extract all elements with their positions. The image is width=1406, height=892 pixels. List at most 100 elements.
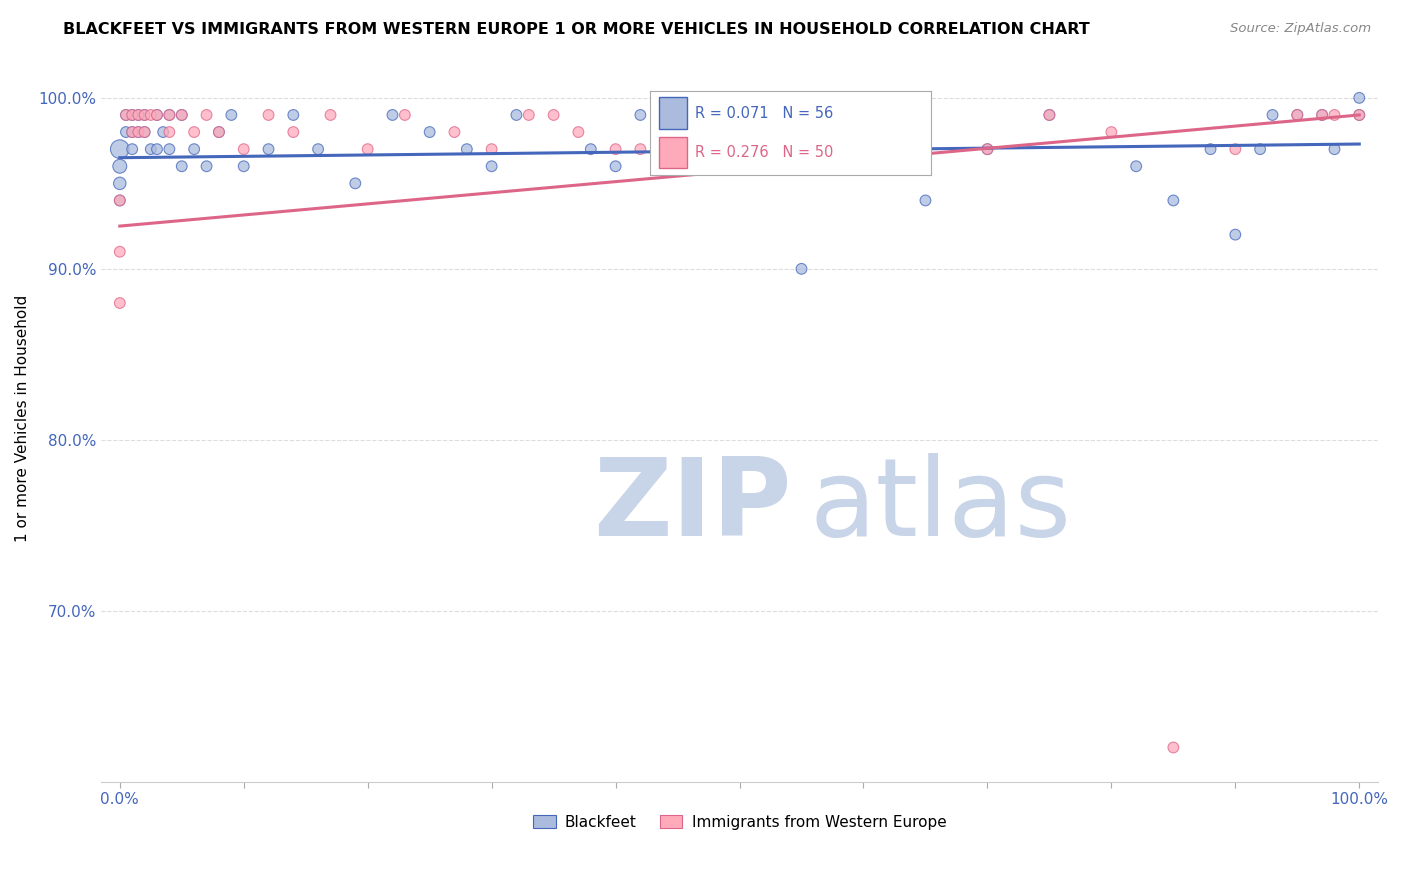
Point bbox=[877, 159, 900, 173]
Point bbox=[257, 142, 280, 156]
Point bbox=[115, 125, 138, 139]
Point bbox=[1225, 227, 1247, 242]
Point bbox=[108, 296, 131, 310]
Point bbox=[121, 108, 143, 122]
Point bbox=[852, 159, 875, 173]
Point bbox=[127, 108, 149, 122]
Point bbox=[357, 142, 380, 156]
Point bbox=[1348, 108, 1371, 122]
Point bbox=[1038, 108, 1060, 122]
Point bbox=[666, 142, 689, 156]
Text: Source: ZipAtlas.com: Source: ZipAtlas.com bbox=[1230, 22, 1371, 36]
Point bbox=[152, 125, 174, 139]
Point bbox=[852, 125, 875, 139]
Point bbox=[108, 194, 131, 208]
Point bbox=[394, 108, 416, 122]
Point bbox=[257, 108, 280, 122]
Point bbox=[121, 108, 143, 122]
Point bbox=[456, 142, 478, 156]
Point bbox=[208, 125, 231, 139]
Point bbox=[139, 142, 162, 156]
Point bbox=[121, 125, 143, 139]
Point bbox=[134, 125, 156, 139]
Point bbox=[108, 177, 131, 191]
Point bbox=[914, 194, 936, 208]
Point bbox=[381, 108, 404, 122]
Point bbox=[146, 108, 169, 122]
Point bbox=[1099, 125, 1122, 139]
Point bbox=[567, 125, 589, 139]
Point bbox=[1199, 142, 1222, 156]
Point bbox=[976, 142, 998, 156]
Point bbox=[344, 177, 367, 191]
Point bbox=[1249, 142, 1271, 156]
Point bbox=[115, 108, 138, 122]
Point bbox=[443, 125, 465, 139]
Point bbox=[605, 159, 627, 173]
Point bbox=[170, 108, 193, 122]
Point bbox=[692, 159, 714, 173]
Point bbox=[183, 142, 205, 156]
Point bbox=[157, 108, 180, 122]
Point bbox=[605, 142, 627, 156]
Point bbox=[579, 142, 602, 156]
Legend: Blackfeet, Immigrants from Western Europe: Blackfeet, Immigrants from Western Europ… bbox=[527, 808, 952, 836]
Point bbox=[127, 125, 149, 139]
Point bbox=[1163, 194, 1185, 208]
Point bbox=[1286, 108, 1309, 122]
Point bbox=[517, 108, 540, 122]
Point bbox=[790, 261, 813, 276]
Point bbox=[1348, 91, 1371, 105]
Point bbox=[628, 108, 651, 122]
Point bbox=[157, 125, 180, 139]
Point bbox=[146, 108, 169, 122]
Point bbox=[157, 108, 180, 122]
Point bbox=[108, 159, 131, 173]
Point bbox=[1163, 740, 1185, 755]
Point bbox=[183, 125, 205, 139]
Point bbox=[1323, 108, 1346, 122]
Point bbox=[703, 159, 725, 173]
Point bbox=[134, 108, 156, 122]
Point bbox=[790, 142, 813, 156]
Point bbox=[1348, 108, 1371, 122]
Point bbox=[307, 142, 329, 156]
Point bbox=[232, 159, 254, 173]
Point bbox=[170, 108, 193, 122]
Point bbox=[1310, 108, 1333, 122]
Point bbox=[221, 108, 243, 122]
Point bbox=[146, 142, 169, 156]
Point bbox=[1286, 108, 1309, 122]
Point bbox=[115, 108, 138, 122]
Point bbox=[283, 125, 305, 139]
Point bbox=[976, 142, 998, 156]
Point bbox=[1310, 108, 1333, 122]
Point bbox=[208, 125, 231, 139]
Point bbox=[108, 194, 131, 208]
Text: ZIP: ZIP bbox=[593, 452, 792, 558]
Point bbox=[121, 125, 143, 139]
Point bbox=[543, 108, 565, 122]
Point bbox=[134, 125, 156, 139]
Point bbox=[914, 108, 936, 122]
Point bbox=[1261, 108, 1284, 122]
Point bbox=[232, 142, 254, 156]
Point bbox=[139, 108, 162, 122]
Y-axis label: 1 or more Vehicles in Household: 1 or more Vehicles in Household bbox=[15, 294, 30, 542]
Point bbox=[127, 108, 149, 122]
Point bbox=[170, 159, 193, 173]
Point bbox=[1038, 108, 1060, 122]
Point bbox=[108, 142, 131, 156]
Text: BLACKFEET VS IMMIGRANTS FROM WESTERN EUROPE 1 OR MORE VEHICLES IN HOUSEHOLD CORR: BLACKFEET VS IMMIGRANTS FROM WESTERN EUR… bbox=[63, 22, 1090, 37]
Point bbox=[195, 159, 218, 173]
Point bbox=[728, 108, 751, 122]
Point bbox=[319, 108, 342, 122]
Point bbox=[481, 142, 503, 156]
Point bbox=[121, 142, 143, 156]
Text: atlas: atlas bbox=[810, 452, 1071, 558]
Point bbox=[852, 142, 875, 156]
Point bbox=[728, 108, 751, 122]
Point bbox=[157, 142, 180, 156]
Point bbox=[1323, 142, 1346, 156]
Point bbox=[1225, 142, 1247, 156]
